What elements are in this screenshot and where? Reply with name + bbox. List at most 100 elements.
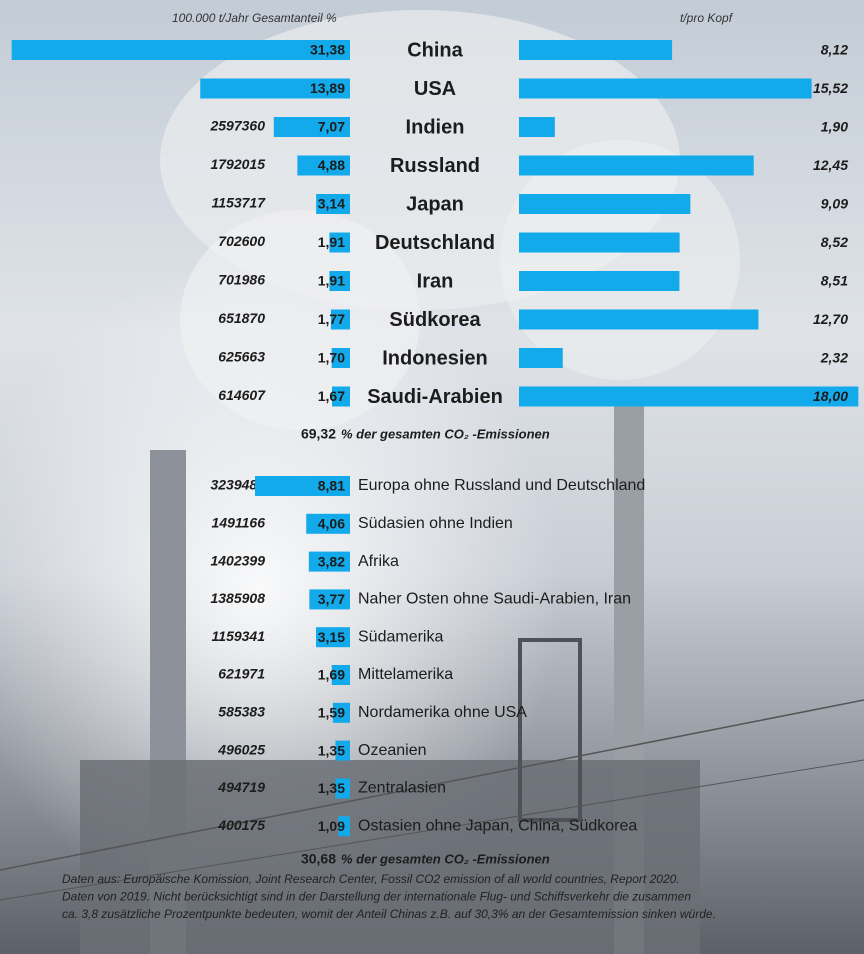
share-bar — [308, 551, 350, 572]
emissions-label: 1402399 — [210, 552, 265, 568]
share-bar — [297, 155, 350, 176]
emissions-label: 496025 — [217, 741, 265, 757]
share-label: 7,07 — [318, 119, 345, 135]
emissions-label: 400175 — [217, 817, 265, 833]
share-bar — [273, 117, 350, 137]
share-label: 3,14 — [318, 196, 345, 212]
country-label: Saudi-Arabien — [367, 386, 503, 408]
share-bar — [11, 40, 350, 60]
per-capita-label: 8,52 — [821, 234, 848, 250]
region-label: Nordamerika ohne USA — [358, 704, 527, 721]
share-label: 13,89 — [310, 80, 345, 96]
share-label: 1,91 — [318, 234, 345, 250]
region-label: Mittelamerika — [358, 666, 453, 683]
share-bar — [316, 194, 350, 214]
emissions-label: 1153717 — [212, 195, 267, 211]
region-label: Naher Osten ohne Saudi-Arabien, Iran — [358, 591, 631, 608]
share-bar — [329, 271, 350, 291]
share-label: 31,38 — [310, 42, 345, 58]
per-capita-bar — [519, 348, 563, 368]
emissions-label: 494719 — [217, 779, 265, 795]
country-label: Indien — [406, 116, 465, 138]
region-label: Afrika — [358, 553, 399, 570]
total-value: 30,68 — [301, 851, 336, 867]
per-capita-label: 15,52 — [813, 80, 848, 96]
emissions-label: 1792015 — [210, 156, 265, 172]
share-label: 1,59 — [318, 705, 345, 721]
share-bar — [332, 702, 350, 723]
share-label: 1,35 — [318, 742, 345, 758]
emissions-label: 625663 — [218, 349, 265, 365]
country-label: Deutschland — [375, 232, 495, 254]
emissions-label: 621971 — [218, 666, 265, 682]
footnote: Daten aus: Europäische Komission, Joint … — [62, 872, 680, 886]
share-label: 1,69 — [318, 667, 345, 683]
emissions-label: 701986 — [218, 272, 265, 288]
region-label: Ozeanien — [358, 742, 427, 759]
footnote: ca. 3,8 zusätzliche Prozentpunkte bedeut… — [62, 907, 716, 921]
per-capita-label: 8,51 — [821, 273, 848, 289]
emissions-header: 100.000 t/Jahr — [172, 11, 250, 25]
emissions-label: 585383 — [218, 704, 265, 720]
share-label: 1,77 — [318, 311, 345, 327]
emissions-label: 2597360 — [209, 118, 265, 134]
share-bar — [255, 476, 350, 496]
share-bar — [331, 348, 350, 368]
share-bar — [200, 78, 350, 99]
share-bar — [329, 232, 350, 253]
share-label: 1,67 — [318, 388, 345, 404]
region-label: Südamerika — [358, 628, 443, 645]
share-label: 4,88 — [318, 157, 345, 173]
country-label: Iran — [417, 270, 454, 292]
emissions-label: 651870 — [218, 310, 265, 326]
country-label: Indonesien — [382, 347, 488, 369]
region-label: Zentralasien — [358, 780, 446, 797]
country-label: USA — [414, 78, 456, 100]
share-label: 1,35 — [318, 780, 345, 796]
share-label: 1,09 — [318, 818, 345, 834]
per-capita-label: 12,45 — [813, 157, 848, 173]
share-bar — [309, 589, 350, 610]
emissions-label: 3239480 — [210, 477, 265, 493]
per-capita-label: 2,32 — [820, 350, 848, 366]
share-bar — [335, 740, 350, 761]
country-label: China — [407, 39, 463, 61]
per-capita-bar — [519, 271, 680, 291]
per-capita-label: 9,09 — [821, 196, 848, 212]
share-bar — [335, 778, 350, 799]
emissions-label: 702600 — [218, 233, 265, 249]
share-label: 3,77 — [318, 591, 345, 607]
share-label: 1,70 — [318, 350, 345, 366]
share-label: 8,81 — [318, 478, 345, 494]
country-label: Japan — [406, 193, 464, 215]
share-header: Gesamtanteil % — [252, 11, 337, 25]
country-label: Russland — [390, 155, 480, 177]
share-label: 3,82 — [318, 553, 345, 569]
region-label: Europa ohne Russland und Deutschland — [358, 477, 645, 494]
per-capita-label: 12,70 — [813, 311, 848, 327]
share-bar — [306, 513, 350, 534]
region-label: Ostasien ohne Japan, China, Südkorea — [358, 817, 637, 834]
total-value: 69,32 — [301, 426, 336, 442]
per-capita-bar — [519, 78, 812, 99]
per-capita-header: t/pro Kopf — [680, 11, 734, 25]
region-label: Südasien ohne Indien — [358, 515, 513, 532]
share-bar — [316, 627, 350, 648]
share-bar — [331, 386, 350, 407]
per-capita-bar — [519, 155, 754, 176]
total-text: % der gesamten CO₂ -Emissionen — [341, 426, 550, 441]
share-bar — [331, 665, 350, 685]
per-capita-bar — [519, 117, 555, 137]
emissions-label: 1385908 — [210, 590, 265, 606]
country-label: Südkorea — [389, 309, 481, 331]
per-capita-bar — [519, 40, 673, 60]
per-capita-bar — [519, 386, 859, 407]
per-capita-bar — [519, 232, 680, 253]
share-label: 1,91 — [318, 273, 345, 289]
footnote: Daten von 2019. Nicht berücksichtigt sin… — [62, 890, 691, 904]
per-capita-label: 18,00 — [813, 388, 848, 404]
per-capita-label: 8,12 — [821, 42, 848, 58]
emissions-label: 1159341 — [212, 628, 266, 644]
